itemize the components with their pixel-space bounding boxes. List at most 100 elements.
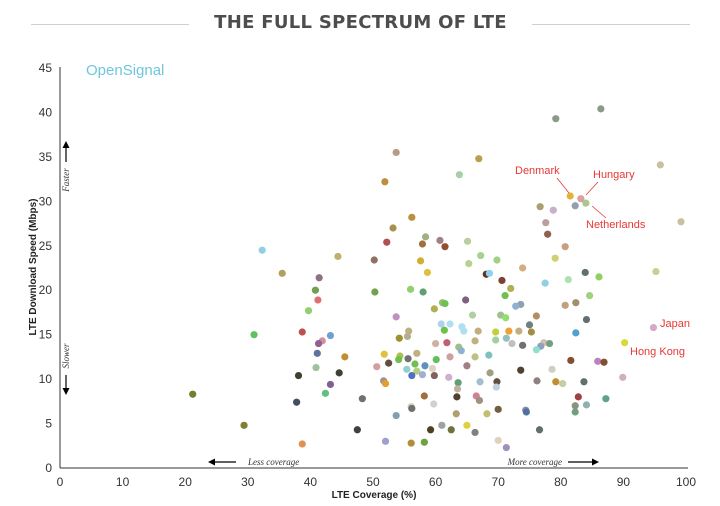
data-point	[313, 349, 321, 357]
x-tick-label: 70	[492, 475, 506, 489]
data-point	[407, 439, 415, 447]
data-point	[460, 327, 468, 335]
data-point	[465, 259, 473, 268]
data-point	[564, 275, 572, 284]
y-ticks: 0 5 10 15 20 25 30 35 40 45	[39, 61, 53, 475]
data-point	[551, 254, 559, 262]
data-point	[492, 328, 500, 336]
data-point	[485, 351, 493, 359]
callout-label: Japan	[660, 318, 690, 330]
slower-arrowhead	[62, 388, 70, 395]
data-point	[358, 395, 366, 403]
data-point	[542, 219, 550, 227]
data-point	[392, 148, 400, 157]
data-point	[421, 233, 430, 241]
data-point	[567, 356, 575, 365]
data-point	[485, 269, 494, 277]
more-coverage-arrowhead	[592, 458, 599, 466]
data-point	[453, 385, 462, 393]
x-tick-label: 90	[617, 475, 631, 489]
data-point	[527, 328, 535, 336]
data-point	[437, 320, 445, 328]
less-coverage-arrowhead	[208, 458, 215, 466]
points-layer	[189, 105, 685, 452]
data-point	[492, 383, 500, 391]
data-point	[395, 334, 403, 342]
data-point	[441, 243, 449, 251]
data-point	[517, 366, 525, 374]
data-point	[508, 339, 516, 348]
data-point	[483, 410, 491, 418]
labeled-data-point	[621, 339, 629, 347]
data-point	[436, 236, 444, 245]
data-point	[385, 359, 393, 367]
data-point	[314, 339, 323, 348]
data-point	[549, 206, 557, 214]
data-point	[512, 302, 520, 310]
data-point	[430, 371, 438, 380]
x-tick-label: 30	[241, 475, 255, 489]
chart-title: THE FULL SPECTRUM OF LTE	[214, 12, 507, 33]
y-tick-label: 5	[45, 417, 52, 431]
data-point	[408, 213, 416, 221]
data-point	[408, 404, 416, 413]
data-point	[189, 390, 197, 398]
less-coverage-label: Less coverage	[247, 457, 299, 467]
data-point	[454, 379, 462, 387]
data-point	[446, 353, 454, 361]
data-point	[381, 437, 390, 445]
data-point	[250, 331, 258, 339]
data-point	[371, 288, 379, 296]
data-point	[430, 305, 438, 313]
data-point	[574, 393, 582, 401]
data-point	[335, 369, 343, 377]
data-point	[411, 360, 419, 368]
data-point	[471, 337, 479, 345]
data-point	[585, 291, 594, 300]
data-point	[341, 353, 349, 361]
data-point	[389, 224, 397, 232]
data-point	[462, 296, 470, 304]
data-point	[532, 346, 540, 354]
data-point	[581, 268, 589, 277]
data-point	[535, 426, 544, 434]
data-point	[447, 426, 455, 434]
callout-leader	[585, 181, 599, 196]
data-point	[311, 286, 320, 294]
data-point	[580, 378, 588, 386]
faster-arrowhead	[62, 141, 70, 148]
data-point	[418, 371, 427, 379]
data-point	[597, 105, 605, 113]
data-point	[572, 329, 580, 337]
data-point	[548, 365, 556, 373]
callout-label: Netherlands	[586, 219, 646, 231]
x-tick-label: 20	[179, 475, 193, 489]
data-point	[594, 357, 602, 365]
brand-logo: OpenSignal	[86, 62, 165, 79]
data-point	[315, 274, 323, 282]
data-point	[443, 339, 451, 347]
data-point	[418, 240, 427, 248]
data-point	[652, 267, 660, 276]
data-point	[468, 311, 477, 319]
more-coverage-label: More coverage	[507, 457, 562, 467]
data-point	[507, 284, 515, 293]
data-point	[600, 358, 608, 366]
y-tick-label: 0	[45, 461, 52, 475]
faster-label: Faster	[61, 168, 71, 193]
title-rule-right	[532, 24, 690, 25]
x-tick-label: 60	[429, 475, 443, 489]
data-point	[505, 327, 513, 335]
data-point	[656, 161, 664, 169]
callouts-layer: Denmark Hungary Netherlands Japan Hong Kong	[515, 165, 690, 358]
data-point	[381, 178, 389, 186]
data-point	[278, 269, 286, 277]
x-tick-label: 80	[554, 475, 568, 489]
data-point	[314, 296, 322, 304]
x-tick-label: 100	[676, 475, 696, 489]
callout-label: Denmark	[515, 165, 560, 177]
data-point	[502, 443, 510, 452]
data-point	[420, 438, 428, 446]
data-point	[430, 400, 438, 408]
